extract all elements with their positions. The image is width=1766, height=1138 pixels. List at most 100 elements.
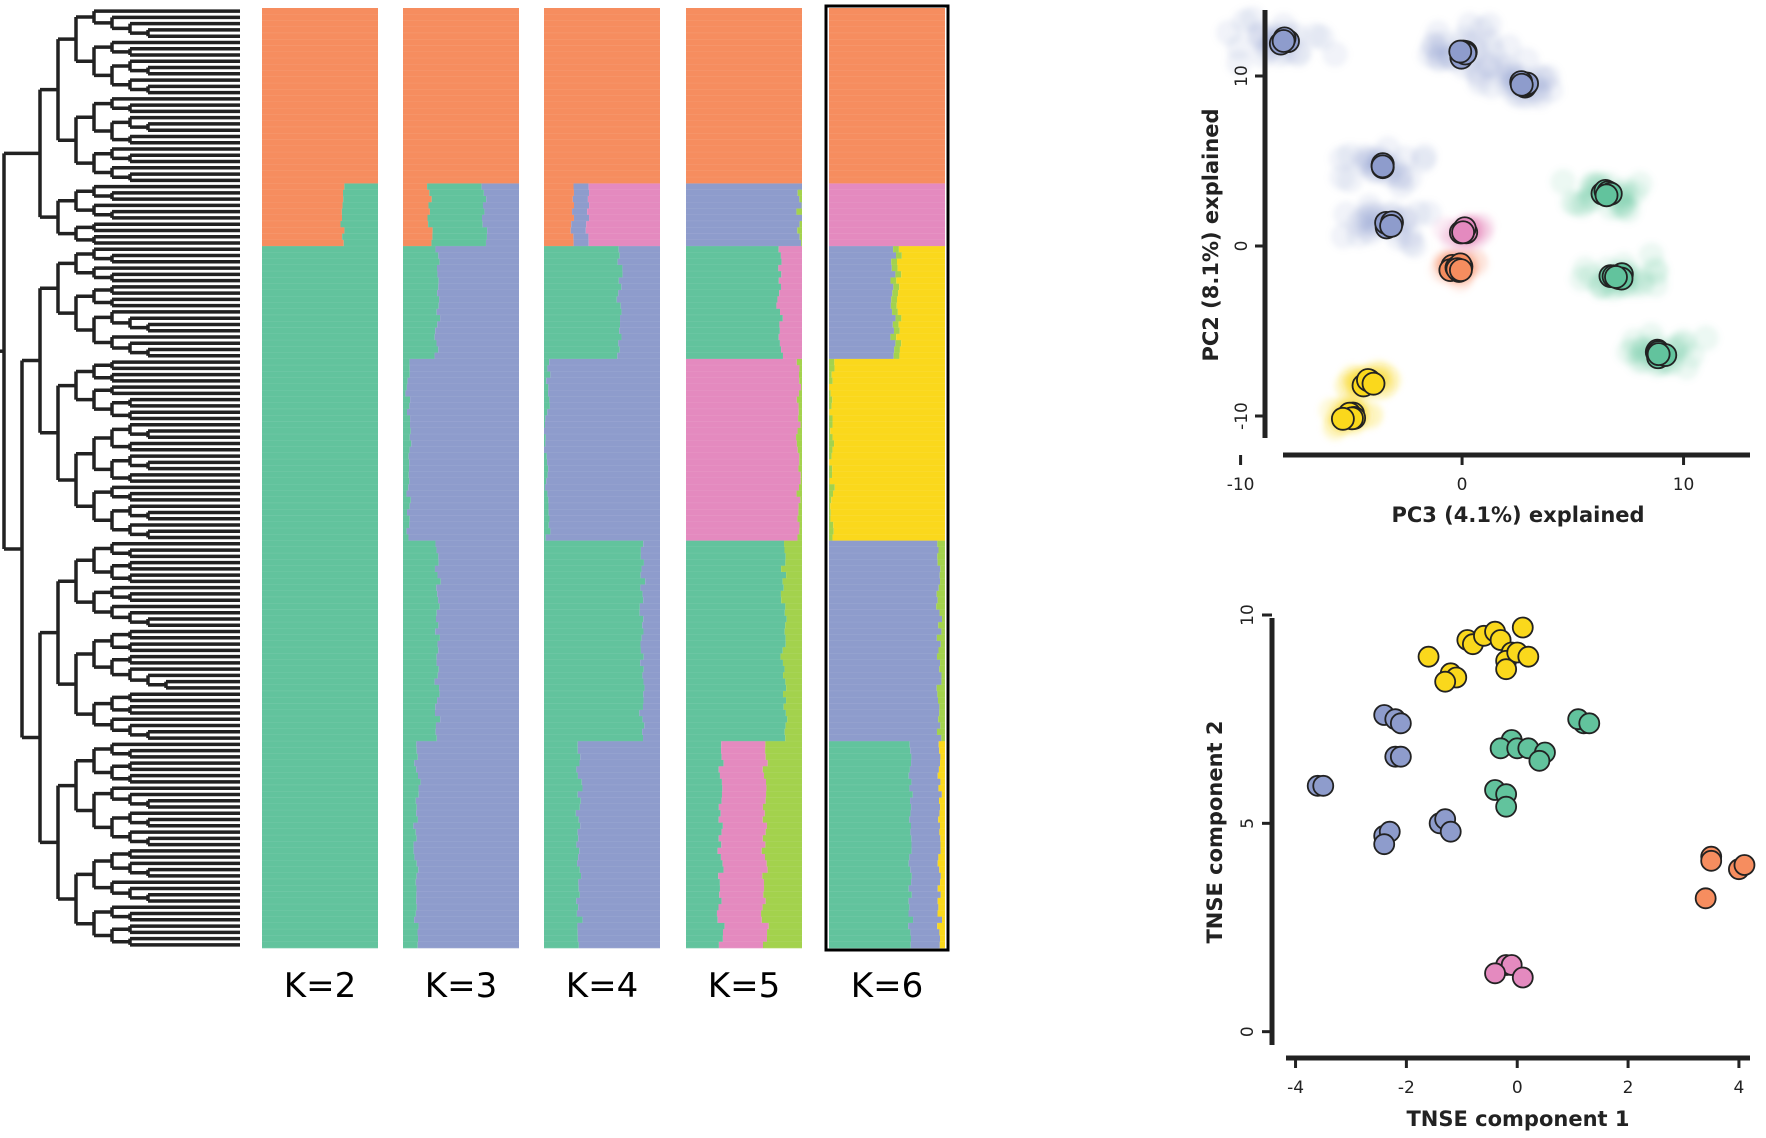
admixture-bar-segment [896, 252, 902, 259]
admixture-bar-segment [439, 684, 519, 692]
admixture-bar-segment [403, 916, 415, 924]
admixture-bar-segment [724, 922, 769, 930]
admixture-bar-segment [831, 452, 945, 460]
admixture-bar-segment [640, 647, 660, 654]
admixture-bar-segment [686, 647, 783, 654]
admixture-bar-segment [579, 847, 660, 855]
admixture-bar-segment [403, 302, 439, 310]
admixture-bar-segment [799, 484, 802, 491]
admixture-bar-segment [573, 189, 590, 197]
admixture-bar-segment [829, 133, 945, 140]
admixture-bar-segment [262, 164, 378, 172]
admixture-bar-segment [686, 885, 720, 892]
admixture-bar-segment [721, 797, 766, 805]
admixture-bar-segment [686, 271, 782, 278]
admixture-bar-segment [831, 496, 945, 504]
admixture-bar-segment [403, 76, 519, 84]
admixture-bar-segment [686, 446, 798, 454]
admixture-bar-segment [938, 584, 945, 592]
admixture-bar-segment [548, 509, 660, 516]
admixture-bar-segment [686, 164, 802, 172]
pca-point [1448, 39, 1473, 64]
admixture-bar-segment [403, 797, 416, 805]
admixture-bar-segment [686, 722, 786, 729]
admixture-bar-segment [829, 239, 945, 247]
admixture-bar-segment [262, 421, 378, 429]
admixture-bar-segment [262, 941, 378, 949]
admixture-bar-segment [549, 358, 660, 366]
admixture-bar-segment [544, 377, 547, 385]
admixture-bar-segment [546, 452, 660, 460]
admixture-bar-segment [940, 847, 945, 855]
admixture-bar-segment [686, 83, 802, 90]
admixture-bar-segment [766, 778, 802, 786]
admixture-bar-segment [829, 51, 945, 59]
admixture-bar-segment [829, 941, 911, 949]
admixture-bar-segment [829, 252, 897, 259]
admixture-bar-segment [415, 910, 519, 917]
admixture-bar-segment [911, 841, 941, 849]
pca-halo-point [1456, 11, 1483, 38]
admixture-bar-segment [544, 572, 641, 579]
admixture-bar-segment [548, 384, 660, 391]
admixture-bar-segment [765, 797, 802, 805]
admixture-bar-segment [544, 503, 549, 510]
admixture-bar-segment [829, 95, 945, 103]
admixture-bar-segment [403, 691, 440, 698]
admixture-bar-segment [431, 196, 487, 203]
admixture-bar-segment [762, 941, 802, 949]
admixture-bar-segment [486, 196, 519, 203]
admixture-bar-segment [829, 904, 910, 911]
admixture-bar-segment [643, 734, 660, 742]
admixture-bar-segment [686, 847, 718, 855]
admixture-bar-segment [829, 76, 945, 84]
admixture-bar-segment [544, 816, 579, 823]
admixture-bar-segment [829, 108, 945, 115]
admixture-bar-segment [829, 747, 911, 755]
admixture-bar-segment [403, 14, 519, 21]
tsne-point [1517, 645, 1540, 668]
tsne-point [1484, 962, 1506, 985]
admixture-bar-segment [403, 283, 439, 291]
admixture-bar-segment [910, 822, 940, 830]
admixture-bar-segment [898, 246, 945, 253]
pca-point [1361, 371, 1386, 396]
admixture-bar-segment [577, 828, 660, 836]
admixture-bar-segment [262, 747, 378, 755]
admixture-bar-segment [403, 296, 440, 303]
admixture-bar-segment [783, 672, 802, 679]
admixture-bar-segment [686, 127, 802, 134]
admixture-bar-segment [262, 102, 378, 109]
admixture-bar-segment [436, 584, 519, 592]
admixture-bar-segment [686, 252, 781, 259]
admixture-bar-segment [437, 271, 519, 278]
admixture-bar-segment [544, 390, 549, 397]
admixture-bar-segment [403, 734, 437, 742]
tsne-y-tick-label: 10 [1238, 604, 1258, 626]
admixture-bar-segment [796, 358, 802, 366]
admixture-bar-segment [403, 728, 436, 736]
admixture-bar-segment [829, 709, 940, 717]
admixture-bar-segment [262, 145, 378, 153]
admixture-bar-segment [686, 803, 719, 811]
admixture-bar-segment [829, 653, 937, 661]
admixture-bar-segment [829, 83, 945, 90]
admixture-bar-segment [403, 559, 439, 567]
admixture-bar-segment [829, 891, 912, 899]
admixture-bar-segment [437, 321, 519, 328]
admixture-bar-segment [718, 904, 763, 911]
admixture-bar-segment [578, 854, 660, 861]
admixture-bar-segment [829, 647, 939, 654]
admixture-bar-segment [893, 352, 900, 360]
admixture-bar-segment [829, 640, 941, 648]
admixture-bar-segment [829, 622, 939, 629]
admixture-bar-segment [544, 534, 546, 541]
admixture-bar-segment [911, 935, 941, 943]
admixture-bar-segment [798, 415, 802, 422]
admixture-bar-segment [761, 916, 802, 924]
admixture-bar-segment [544, 20, 660, 28]
admixture-bar-segment [403, 803, 417, 811]
admixture-bar-segment [341, 214, 378, 222]
admixture-bar-segment [686, 540, 785, 548]
admixture-bar-segment [620, 315, 660, 322]
